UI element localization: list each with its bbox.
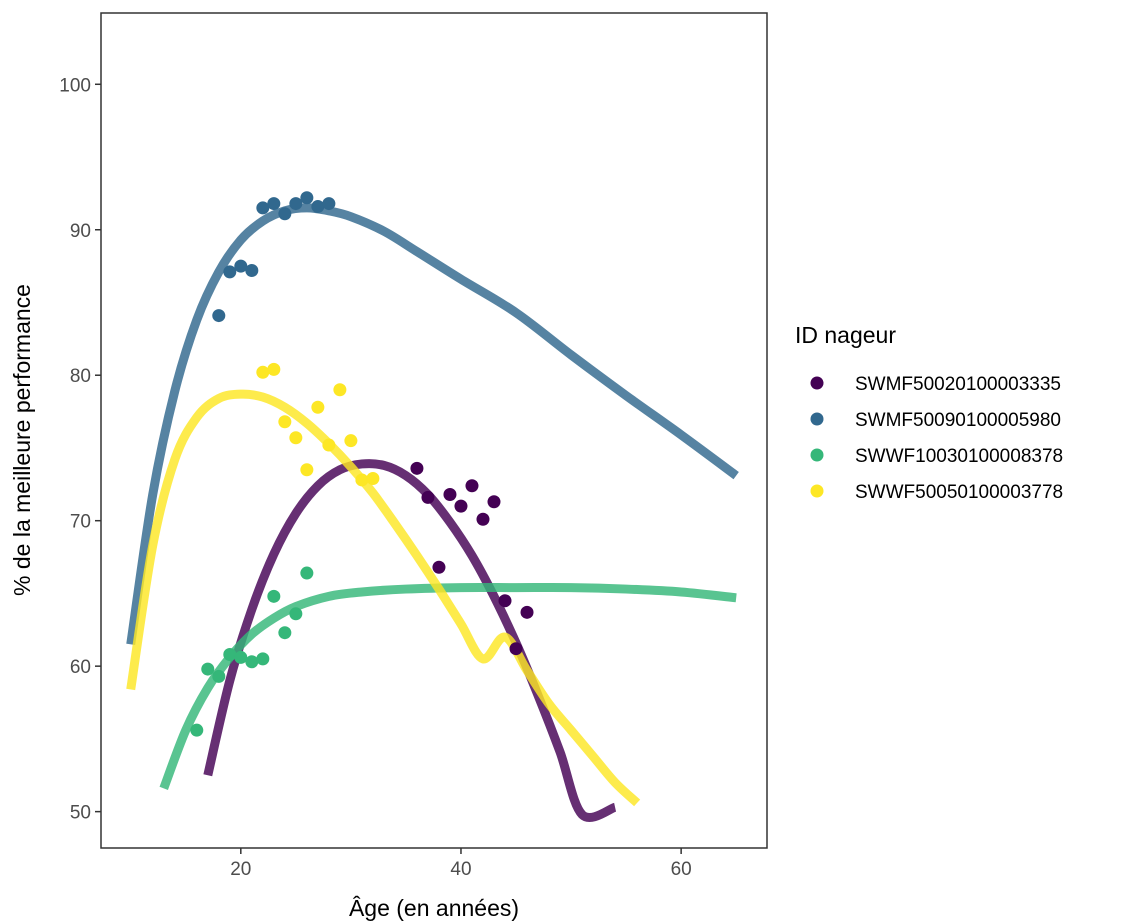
data-point-series-3 bbox=[223, 648, 237, 662]
data-point-series-3 bbox=[234, 650, 248, 664]
data-point-series-2 bbox=[278, 207, 292, 221]
data-point-series-3 bbox=[278, 626, 292, 640]
data-point-series-1 bbox=[476, 512, 490, 526]
data-point-series-4 bbox=[355, 473, 369, 487]
legend-key-series-4 bbox=[810, 484, 824, 498]
data-point-series-1 bbox=[410, 461, 424, 475]
data-point-series-2 bbox=[223, 265, 237, 279]
data-point-series-1 bbox=[421, 490, 435, 504]
data-point-series-4 bbox=[333, 383, 347, 397]
data-point-series-3 bbox=[256, 652, 270, 666]
fit-curve-series-4 bbox=[126, 389, 641, 807]
data-point-series-2 bbox=[322, 197, 336, 211]
data-point-series-1 bbox=[509, 642, 523, 656]
legend: ID nageur SWMF50020100003335 SWMF50090100… bbox=[795, 322, 1063, 503]
data-point-series-2 bbox=[300, 191, 314, 205]
data-point-series-1 bbox=[465, 479, 479, 493]
data-point-series-4 bbox=[300, 463, 314, 477]
data-point-series-3 bbox=[300, 566, 314, 580]
x-tick-label: 20 bbox=[230, 859, 251, 880]
data-point-series-2 bbox=[267, 197, 281, 211]
y-tick-label: 100 bbox=[59, 75, 91, 96]
y-tick-label: 60 bbox=[70, 657, 91, 678]
data-point-series-3 bbox=[267, 589, 281, 603]
x-tick-label: 60 bbox=[671, 859, 692, 880]
data-point-series-3 bbox=[212, 669, 226, 683]
data-point-series-4 bbox=[311, 400, 325, 414]
data-point-series-4 bbox=[366, 472, 380, 486]
data-point-series-1 bbox=[454, 499, 468, 513]
data-point-series-2 bbox=[245, 263, 259, 277]
y-tick-label: 70 bbox=[70, 512, 91, 533]
fit-curve-series-2 bbox=[126, 203, 739, 645]
legend-items: SWMF50020100003335 SWMF50090100005980 SWWF… bbox=[810, 374, 1063, 503]
data-point-series-4 bbox=[267, 362, 281, 376]
data-point-series-3 bbox=[201, 662, 215, 676]
x-axis-ticks: 20 40 60 bbox=[230, 848, 692, 880]
data-point-series-3 bbox=[245, 655, 259, 669]
y-tick-label: 50 bbox=[70, 803, 91, 824]
data-point-series-1 bbox=[487, 495, 501, 509]
legend-title: ID nageur bbox=[795, 322, 896, 348]
data-point-series-2 bbox=[234, 259, 248, 273]
y-tick-label: 80 bbox=[70, 366, 91, 387]
legend-label-series-1: SWMF50020100003335 bbox=[855, 374, 1061, 395]
y-axis-ticks: 50 60 70 80 90 100 bbox=[59, 75, 101, 824]
data-point-series-2 bbox=[289, 197, 303, 211]
data-point-series-2 bbox=[311, 199, 325, 213]
data-point-series-4 bbox=[256, 365, 270, 379]
data-point-series-4 bbox=[344, 434, 358, 448]
legend-key-series-3 bbox=[810, 448, 824, 462]
data-point-series-4 bbox=[278, 415, 292, 429]
y-tick-label: 90 bbox=[70, 221, 91, 242]
x-axis-title: Âge (en années) bbox=[349, 895, 519, 921]
y-axis-title: % de la meilleure performance bbox=[9, 284, 35, 596]
panel-border bbox=[100, 12, 768, 849]
data-points bbox=[190, 191, 534, 737]
data-point-series-4 bbox=[322, 438, 336, 452]
data-point-series-2 bbox=[256, 201, 270, 215]
data-point-series-2 bbox=[212, 309, 226, 323]
data-point-series-1 bbox=[432, 560, 446, 574]
data-point-series-4 bbox=[289, 431, 303, 445]
legend-label-series-3: SWWF10030100008378 bbox=[855, 446, 1063, 467]
plot-panel bbox=[100, 12, 768, 849]
data-point-series-1 bbox=[498, 594, 512, 608]
legend-key-series-1 bbox=[810, 376, 824, 390]
data-point-series-3 bbox=[289, 607, 303, 621]
legend-label-series-2: SWMF50090100005980 bbox=[855, 410, 1061, 431]
x-tick-label: 40 bbox=[450, 859, 471, 880]
data-point-series-1 bbox=[443, 488, 457, 502]
data-point-series-1 bbox=[520, 605, 534, 619]
legend-key-series-2 bbox=[810, 412, 824, 426]
legend-label-series-4: SWWF50050100003778 bbox=[855, 482, 1063, 503]
data-point-series-3 bbox=[190, 723, 204, 737]
